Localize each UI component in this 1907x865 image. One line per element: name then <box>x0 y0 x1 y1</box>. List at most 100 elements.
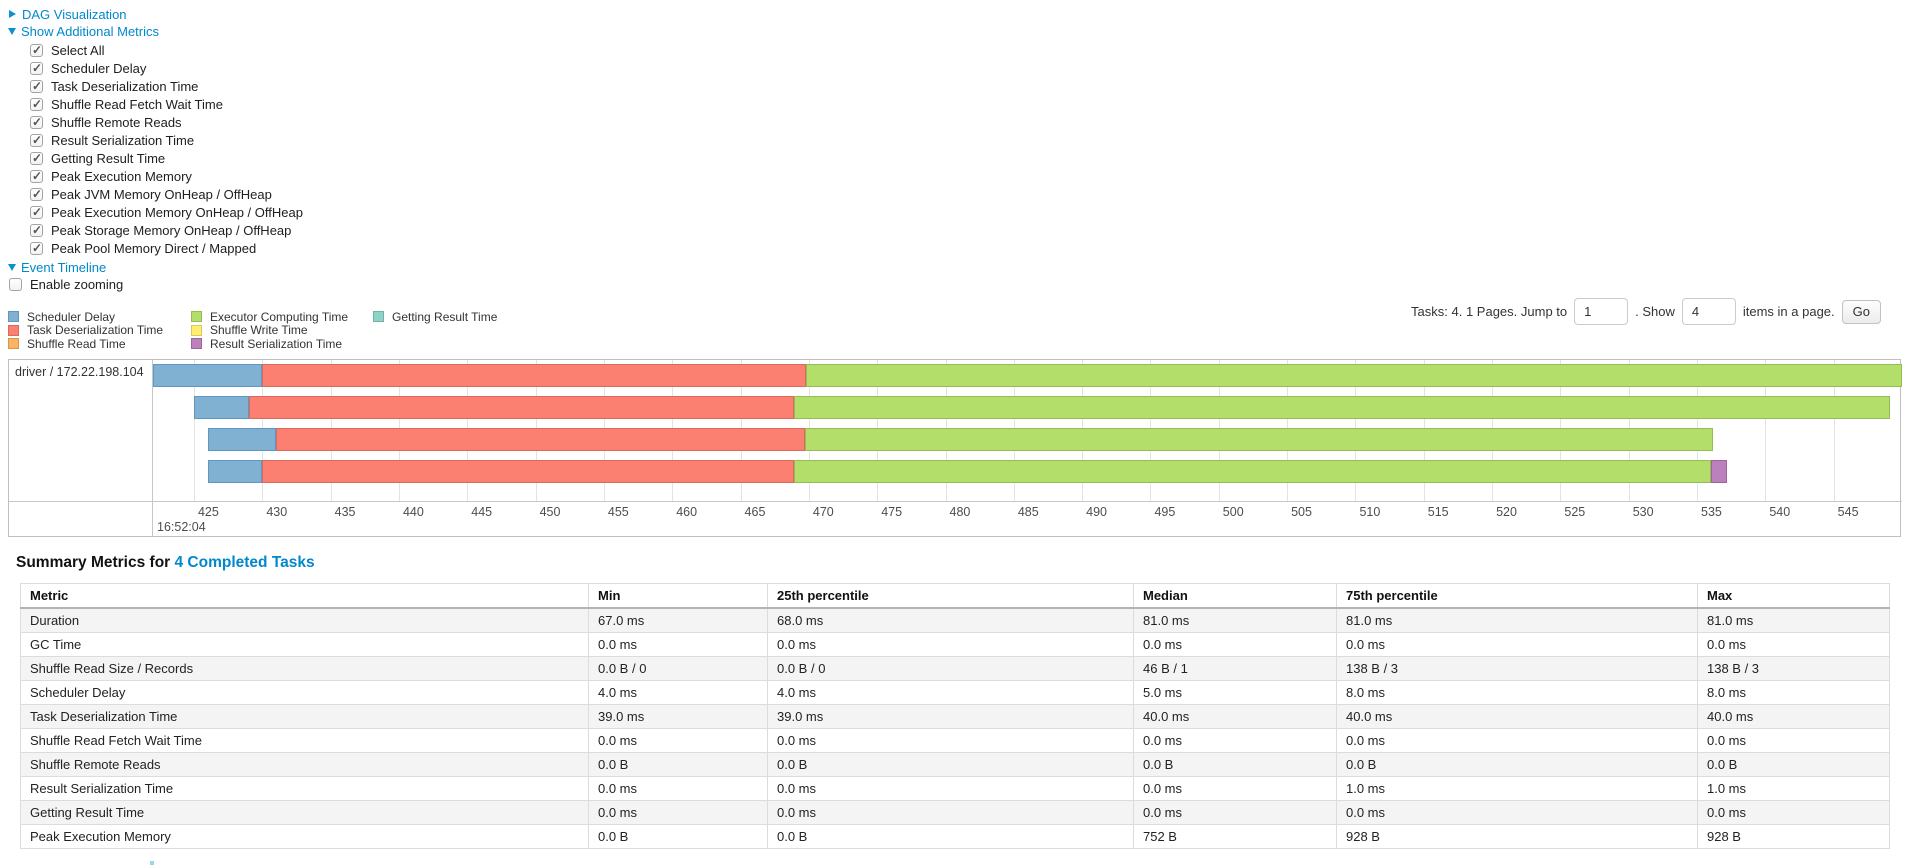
checkbox-checked[interactable] <box>30 151 43 165</box>
jump-to-page-input[interactable] <box>1574 298 1629 325</box>
legend-item: Scheduler Delay <box>8 310 191 324</box>
metric-name-cell: Shuffle Read Size / Records <box>20 655 589 681</box>
legend-item: Executor Computing Time <box>191 310 373 324</box>
checkbox-checked[interactable] <box>30 97 43 111</box>
timeline-task-segment-task-deserialization <box>248 395 794 419</box>
metric-checkbox-label: Peak Pool Memory Direct / Mapped <box>51 240 257 256</box>
completed-tasks-link[interactable]: 4 Completed Tasks <box>174 553 315 571</box>
checkbox-checked[interactable] <box>30 241 43 255</box>
metric-value-cell: 39.0 ms <box>588 703 768 729</box>
show-additional-metrics-toggle[interactable]: Show Additional Metrics <box>8 23 1907 39</box>
enable-zooming-checkbox[interactable] <box>9 277 22 291</box>
legend-column: Executor Computing Time Shuffle Write Tim… <box>191 310 373 351</box>
metric-value-cell: 46 B / 1 <box>1133 655 1337 681</box>
metric-value-cell: 0.0 B <box>767 751 1134 777</box>
axis-tick-label: 515 <box>1427 504 1449 519</box>
axis-tick-label: 470 <box>812 504 834 519</box>
metric-checkbox-label: Scheduler Delay <box>51 60 147 76</box>
metric-value-cell: 40.0 ms <box>1336 703 1698 729</box>
axis-tick-label: 545 <box>1837 504 1859 519</box>
metric-value-cell: 0.0 ms <box>1133 799 1337 825</box>
legend-label: Shuffle Read Time <box>27 336 126 351</box>
event-timeline-toggle[interactable]: Event Timeline <box>8 259 1907 275</box>
go-button[interactable]: Go <box>1841 299 1881 324</box>
metric-checkbox-label: Result Serialization Time <box>51 132 195 148</box>
metric-value-cell: 0.0 ms <box>588 631 768 657</box>
table-row: Result Serialization Time 0.0 ms 0.0 ms 0.0… <box>20 775 1890 801</box>
metric-value-cell: 0.0 ms <box>1697 799 1890 825</box>
metric-value-cell: 81.0 ms <box>1336 607 1698 633</box>
metric-value-cell: 0.0 ms <box>1336 799 1698 825</box>
show-additional-metrics-link[interactable]: Show Additional Metrics <box>21 23 160 39</box>
metric-name-cell: Shuffle Read Fetch Wait Time <box>20 727 589 753</box>
axis-tick-label: 455 <box>607 504 629 519</box>
metric-value-cell: 0.0 ms <box>1133 727 1337 753</box>
metric-value-cell: 1.0 ms <box>1697 775 1890 801</box>
metric-value-cell: 0.0 B <box>588 823 768 849</box>
table-row: Peak Execution Memory 0.0 B 0.0 B 752 B 928 … <box>20 823 1890 849</box>
legend-swatch-icon <box>8 311 19 323</box>
dag-visualization-toggle[interactable]: DAG Visualization <box>8 6 1907 22</box>
checkbox-checked[interactable] <box>30 133 43 147</box>
metric-name-cell: Task Deserialization Time <box>20 703 589 729</box>
metric-value-cell: 67.0 ms <box>588 607 768 633</box>
metric-value-cell: 0.0 ms <box>1336 631 1698 657</box>
axis-tick-label: 440 <box>402 504 424 519</box>
metric-name-cell: Getting Result Time <box>20 799 589 825</box>
timeline-task-segment-result-serialization <box>1710 460 1728 484</box>
metric-checkbox-item: Task Deserialization Time <box>30 77 1907 95</box>
axis-tick-label: 435 <box>334 504 356 519</box>
checkbox-checked[interactable] <box>30 169 43 183</box>
metric-value-cell: 4.0 ms <box>767 679 1134 705</box>
table-row: Shuffle Remote Reads 0.0 B 0.0 B 0.0 B 0.0 B… <box>20 751 1890 777</box>
checkbox-checked[interactable] <box>30 43 43 57</box>
timeline-task-segment-executor-computing <box>793 460 1711 484</box>
metric-value-cell: 0.0 ms <box>1336 727 1698 753</box>
checkbox-checked[interactable] <box>30 61 43 75</box>
event-timeline-link[interactable]: Event Timeline <box>21 259 107 275</box>
summary-metrics-title: Summary Metrics for 4 Completed Tasks <box>16 554 1907 572</box>
items-per-page-input[interactable] <box>1681 298 1736 325</box>
checkbox-checked[interactable] <box>30 187 43 201</box>
axis-tick-label: 450 <box>539 504 561 519</box>
metric-checkbox-label: Peak Execution Memory OnHeap / OffHeap <box>51 204 303 220</box>
timeline-legend: Scheduler Delay Task Deserialization Time… <box>8 310 497 351</box>
metric-checkbox-item: Shuffle Read Fetch Wait Time <box>30 95 1907 113</box>
metric-value-cell: 4.0 ms <box>588 679 768 705</box>
checkbox-checked[interactable] <box>30 205 43 219</box>
expanded-arrow-icon <box>8 28 16 35</box>
summary-title-text: Summary Metrics for <box>16 553 175 571</box>
metric-value-cell: 0.0 ms <box>767 775 1134 801</box>
checkbox-checked[interactable] <box>30 115 43 129</box>
task-pagination: Tasks: 4. 1 Pages. Jump to . Show items … <box>1411 298 1881 325</box>
legend-label: Getting Result Time <box>392 309 498 324</box>
timeline-task-segment-executor-computing <box>804 428 1714 452</box>
legend-item: Result Serialization Time <box>191 337 373 351</box>
checkbox-checked[interactable] <box>30 223 43 237</box>
timeline-task-segment-scheduler-delay <box>193 395 249 419</box>
dag-visualization-link[interactable]: DAG Visualization <box>22 6 127 22</box>
metric-name-cell: Scheduler Delay <box>20 679 589 705</box>
legend-item: Getting Result Time <box>373 310 497 324</box>
axis-tick-label: 530 <box>1632 504 1654 519</box>
metric-value-cell: 81.0 ms <box>1697 607 1890 633</box>
metric-value-cell: 0.0 B / 0 <box>588 655 768 681</box>
metric-checkbox-item: Shuffle Remote Reads <box>30 113 1907 131</box>
metric-name-cell: Result Serialization Time <box>20 775 589 801</box>
axis-tick-label: 490 <box>1086 504 1108 519</box>
timeline-task-segment-task-deserialization <box>262 460 794 484</box>
metric-value-cell: 0.0 ms <box>767 631 1134 657</box>
table-row: Scheduler Delay 4.0 ms 4.0 ms 5.0 ms 8.0 ms 8… <box>20 679 1890 705</box>
table-row: GC Time 0.0 ms 0.0 ms 0.0 ms 0.0 ms 0.0 ms <box>20 631 1890 657</box>
table-column-header: Metric <box>20 582 589 609</box>
metric-checkbox-item: Peak Execution Memory OnHeap / OffHeap <box>30 203 1907 221</box>
metric-checkbox-label: Select All <box>51 42 105 58</box>
axis-tick-label: 505 <box>1291 504 1312 519</box>
legend-item: Shuffle Read Time <box>8 337 191 351</box>
axis-tick-label: 525 <box>1564 504 1586 519</box>
metric-name-cell: Duration <box>20 607 589 633</box>
metric-value-cell: 0.0 B <box>1133 751 1337 777</box>
metric-name-cell: GC Time <box>20 631 589 657</box>
checkbox-checked[interactable] <box>30 79 43 93</box>
metric-value-cell: 0.0 ms <box>1697 631 1890 657</box>
